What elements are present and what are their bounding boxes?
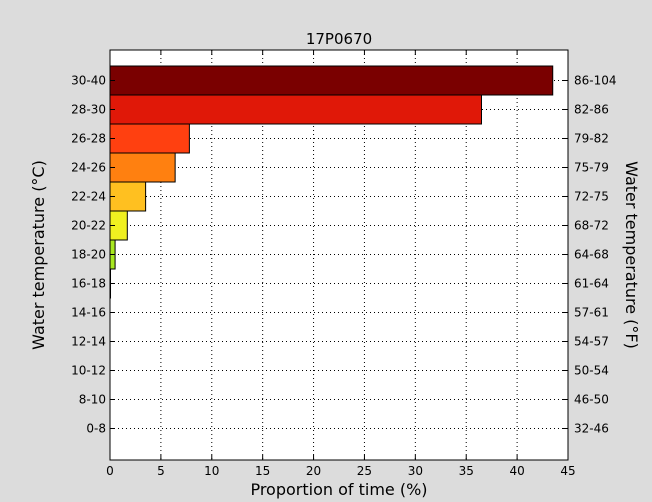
x-tick-label: 0 [106,464,114,478]
y-tick-label-right: 32-46 [574,422,609,436]
y-tick-label: 18-20 [71,248,106,262]
y-tick-label-right: 61-64 [574,277,609,291]
y-tick-label: 24-26 [71,161,106,175]
y-tick-label-right: 54-57 [574,335,609,349]
y-tick-label: 30-40 [71,74,106,88]
y-tick-label: 28-30 [71,103,106,117]
y-tick-label: 16-18 [71,277,106,291]
x-tick-label: 25 [357,464,372,478]
y-tick-label: 10-12 [71,364,106,378]
y-axis-right-label: Water temperature (°F) [622,161,641,349]
y-tick-label: 26-28 [71,132,106,146]
y-tick-label: 22-24 [71,190,106,204]
x-tick-label: 15 [255,464,270,478]
x-tick-label: 10 [204,464,219,478]
y-tick-label-right: 79-82 [574,132,609,146]
x-tick-label: 20 [306,464,321,478]
bar-24-26 [109,152,176,183]
y-tick-label-right: 75-79 [574,161,609,175]
y-tick-label-right: 46-50 [574,393,609,407]
bar-26-28 [109,123,190,154]
x-tick-label: 45 [560,464,575,478]
y-tick-label-right: 86-104 [574,74,617,88]
ticks: 0 5 10 15 20 25 30 35 40 45 0-8 32-46 8-10 46-50 10-12… [71,50,617,478]
y-tick-label-right: 82-86 [574,103,609,117]
x-tick-label: 40 [509,464,524,478]
y-tick-label: 0-8 [86,422,106,436]
y-tick-label: 12-14 [71,335,106,349]
y-tick-label-right: 57-61 [574,306,609,320]
chart-title: 17P0670 [306,30,372,48]
y-tick-label-right: 72-75 [574,190,609,204]
y-tick-label: 8-10 [79,393,106,407]
y-tick-label: 20-22 [71,219,106,233]
y-axis-label: Water temperature (°C) [29,160,48,350]
x-tick-label: 30 [408,464,423,478]
bars [109,65,554,299]
bar-30-40 [109,65,554,96]
y-tick-label-right: 68-72 [574,219,609,233]
x-tick-label: 5 [157,464,165,478]
x-tick-label: 35 [459,464,474,478]
x-axis-label: Proportion of time (%) [250,480,427,499]
y-tick-label-right: 50-54 [574,364,609,378]
bar-28-30 [109,94,482,125]
y-tick-label-right: 64-68 [574,248,609,262]
bar-22-24 [109,181,147,212]
y-tick-label: 14-16 [71,306,106,320]
